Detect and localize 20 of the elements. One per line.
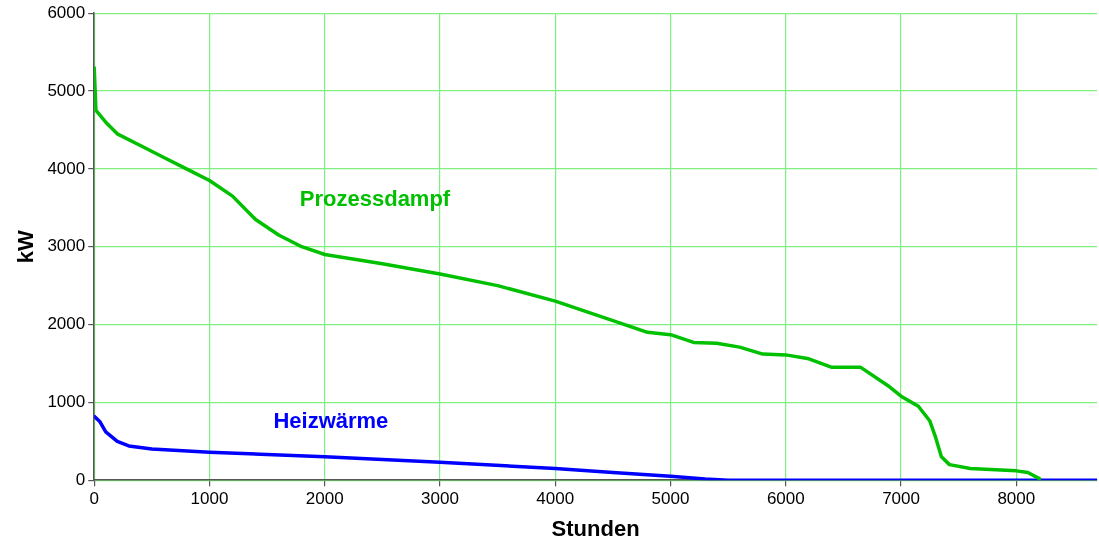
x-tick-label: 4000	[536, 489, 575, 509]
y-tick-label: 5000	[47, 80, 86, 100]
x-tick-label: 6000	[766, 489, 805, 509]
y-tick-label: 6000	[47, 2, 86, 22]
y-tick-label: 1000	[47, 392, 86, 412]
x-axis-title: Stunden	[551, 515, 640, 541]
y-tick-label: 3000	[47, 236, 86, 256]
series-label: Prozessdampf	[299, 186, 451, 212]
y-tick-label: 2000	[47, 314, 86, 334]
x-tick-label: 3000	[421, 489, 459, 509]
x-tick-label: 0	[89, 489, 99, 509]
x-tick-label: 1000	[190, 489, 229, 509]
x-tick-label: 2000	[305, 489, 344, 509]
x-tick-label: 7000	[882, 489, 920, 509]
series-label: Heizwärme	[273, 407, 389, 433]
x-tick-label: 8000	[997, 489, 1036, 509]
x-tick-label: 5000	[651, 489, 690, 509]
y-tick-label: 4000	[47, 158, 86, 178]
y-axis-title: kW	[13, 229, 39, 264]
y-tick-label: 0	[75, 469, 86, 489]
